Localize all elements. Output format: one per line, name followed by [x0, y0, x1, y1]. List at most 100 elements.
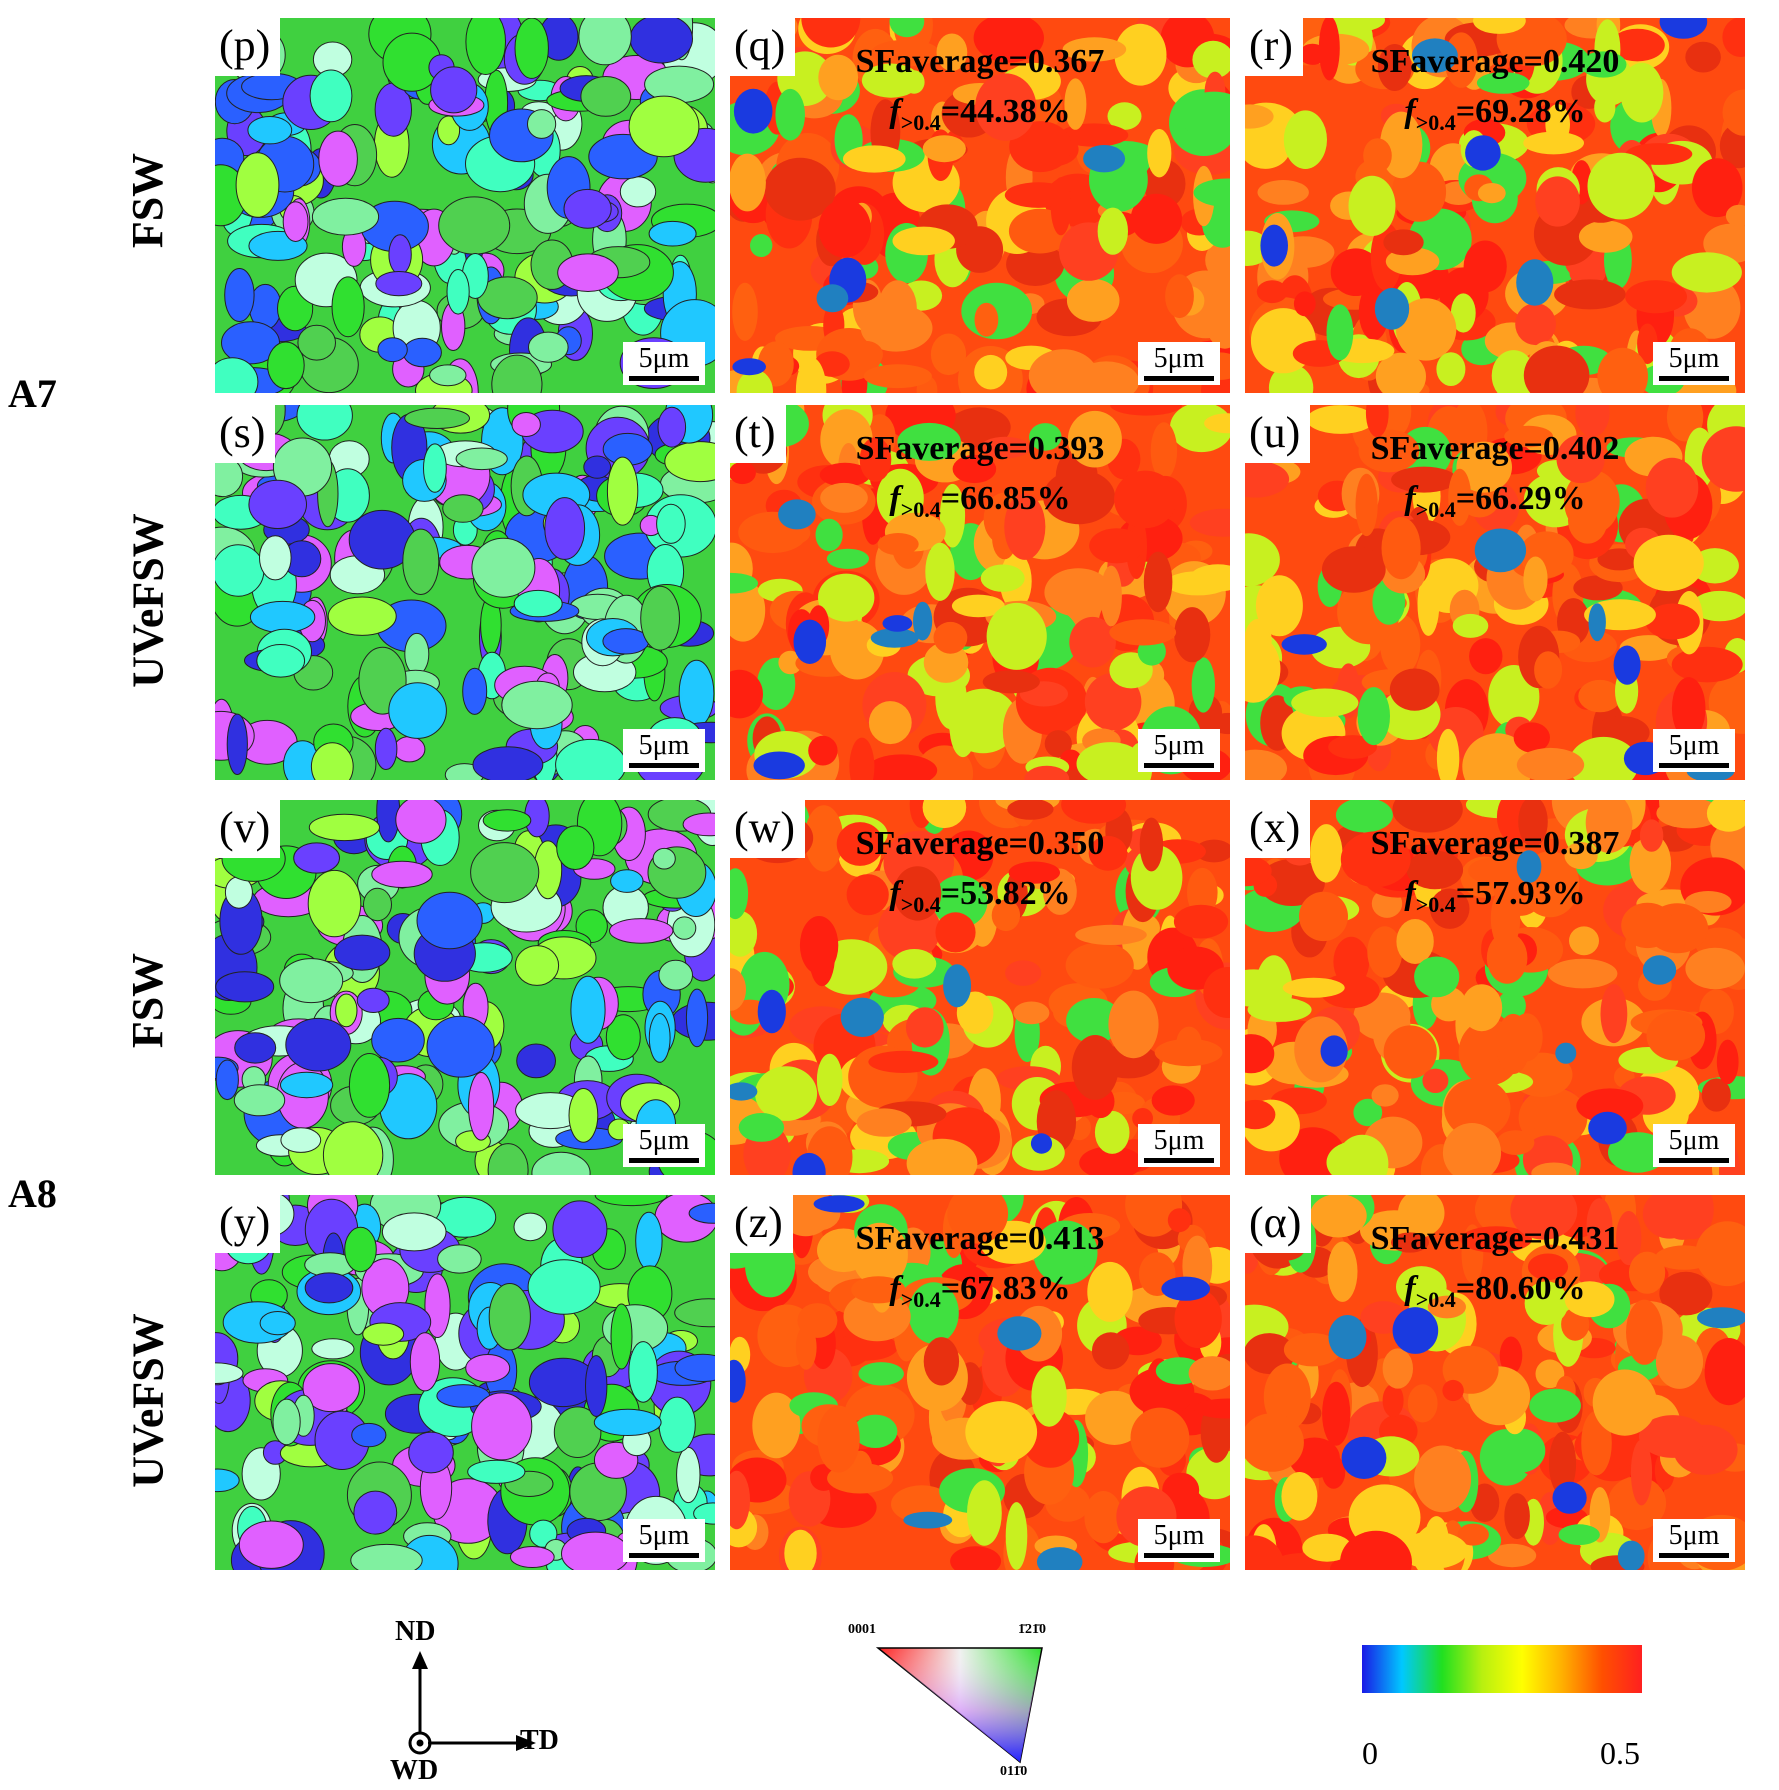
grain: [318, 130, 358, 187]
grain: [961, 282, 1033, 340]
grain: [362, 1322, 405, 1346]
grain: [628, 95, 700, 158]
grain: [544, 497, 586, 560]
grain: [658, 1396, 696, 1453]
grain: [784, 1529, 817, 1570]
grain: [1412, 38, 1458, 73]
grain: [1633, 534, 1704, 592]
grain: [949, 695, 977, 758]
grain: [1130, 193, 1183, 244]
grain: [848, 340, 883, 368]
grain: [750, 234, 773, 257]
grain: [906, 1138, 978, 1175]
grain: [1245, 127, 1291, 169]
grain: [1608, 1132, 1668, 1173]
grain: [795, 1325, 817, 1370]
grain: [1645, 603, 1700, 640]
grain: [356, 987, 390, 1013]
grain: [1516, 259, 1554, 306]
grain: [1545, 104, 1570, 145]
axis-label-wd: WD: [390, 1755, 439, 1786]
grain: [1510, 1195, 1578, 1240]
grain: [1518, 800, 1548, 847]
grain: [1725, 204, 1745, 227]
grain: [1191, 657, 1215, 713]
grain: [1085, 1390, 1144, 1445]
grain: [446, 268, 470, 315]
grain: [1456, 441, 1512, 493]
grain: [280, 1127, 322, 1153]
grain: [472, 746, 544, 780]
grain: [1283, 1333, 1342, 1367]
grain: [331, 276, 365, 338]
grain: [1547, 958, 1618, 989]
grain: [1043, 469, 1116, 525]
grain: [935, 912, 976, 953]
grain: [1255, 575, 1303, 637]
grain: [1050, 177, 1072, 236]
grain: [1534, 651, 1563, 689]
grain: [892, 226, 955, 256]
grain: [1079, 1146, 1143, 1175]
panel-tag: (x): [1245, 800, 1311, 858]
fraction-label: f>0.4=44.38%: [889, 93, 1071, 135]
grain: [1322, 1381, 1351, 1446]
grain: [1578, 679, 1622, 713]
grain: [381, 1212, 447, 1252]
grain: [840, 997, 884, 1037]
grain: [602, 628, 650, 655]
grain: [374, 727, 398, 770]
grain: [513, 1212, 548, 1242]
grain: [1722, 18, 1745, 57]
scale-bar: 5μm: [623, 1519, 705, 1562]
grain: [309, 69, 353, 123]
grain: [1355, 473, 1378, 537]
grain: [1469, 638, 1503, 675]
fraction-label: f>0.4=53.82%: [889, 875, 1071, 917]
grain: [1580, 51, 1627, 78]
grain: [778, 499, 816, 530]
sf-average-label: SFaverage=0.420: [1370, 43, 1620, 80]
grain: [893, 866, 942, 921]
grain: [430, 66, 478, 114]
grain: [974, 302, 999, 337]
grain: [1422, 1068, 1449, 1093]
grain: [465, 18, 506, 75]
grain: [1535, 1359, 1565, 1389]
grain: [297, 324, 336, 361]
grain: [863, 364, 932, 389]
grain: [516, 1043, 557, 1079]
grain: [732, 282, 758, 341]
grain: [293, 842, 340, 874]
row-label-a7-uvefsw: UVeFSW: [123, 512, 173, 688]
grain: [375, 271, 423, 297]
grain: [1499, 1336, 1523, 1375]
grain: [775, 88, 805, 141]
grain: [353, 1490, 398, 1535]
grain: [1625, 143, 1693, 165]
grain: [1094, 1110, 1130, 1154]
grain: [951, 594, 1005, 618]
grain: [471, 537, 536, 598]
grain: [527, 109, 557, 139]
grain: [609, 918, 674, 944]
grain: [1575, 405, 1610, 437]
grain: [936, 33, 968, 72]
grain: [1671, 646, 1743, 683]
grain: [738, 1113, 785, 1142]
grain: [513, 589, 563, 618]
grain: [1474, 528, 1527, 573]
grain: [610, 869, 644, 893]
row-label-a8-uvefsw: UVeFSW: [123, 1312, 173, 1488]
grain: [402, 528, 440, 596]
grain: [648, 1013, 671, 1063]
grain: [1357, 687, 1390, 746]
grain: [1639, 819, 1664, 852]
grain: [997, 1316, 1042, 1351]
grain: [1110, 405, 1182, 416]
grain: [693, 1502, 715, 1525]
grain: [552, 1200, 608, 1258]
panel-w-sf-map: (w) SFaverage=0.350 f>0.4=53.82% 5μm: [730, 800, 1230, 1175]
grain: [1424, 1516, 1449, 1567]
grain: [868, 701, 912, 745]
